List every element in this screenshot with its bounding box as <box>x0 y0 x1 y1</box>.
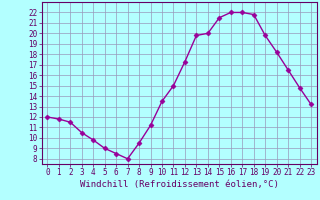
X-axis label: Windchill (Refroidissement éolien,°C): Windchill (Refroidissement éolien,°C) <box>80 180 279 189</box>
